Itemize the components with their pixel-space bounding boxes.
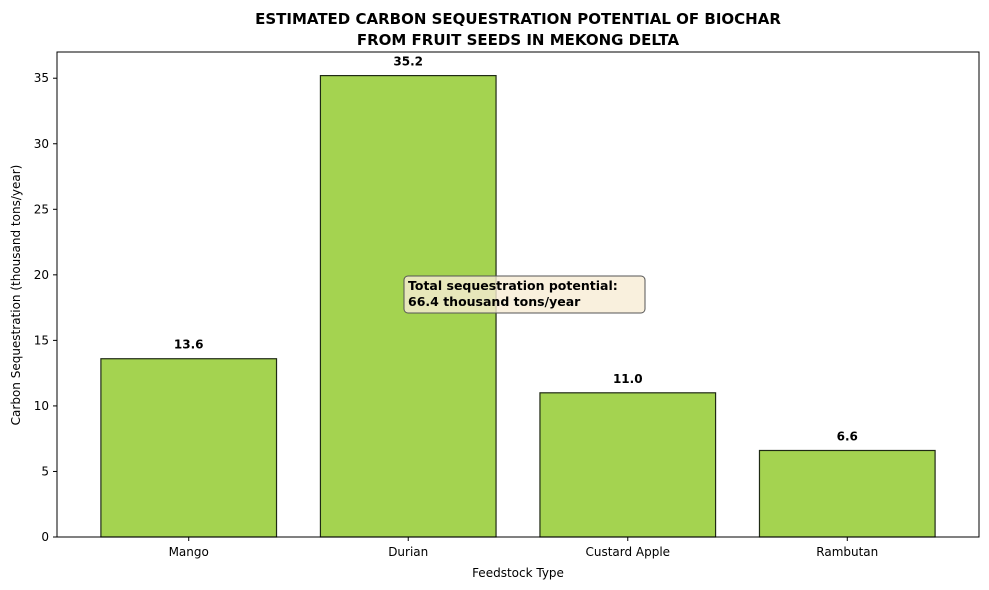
y-tick-label: 0 [41,530,49,544]
bar-value-label: 11.0 [613,372,643,386]
bar-custard-apple [539,392,717,538]
x-tick-label: Durian [388,545,428,559]
y-tick-label: 10 [34,399,49,413]
x-axis-label: Feedstock Type [472,566,564,580]
bar-value-label: 6.6 [837,429,858,443]
y-axis-label: Carbon Sequestration (thousand tons/year… [9,165,23,426]
annotation-line-2: 66.4 thousand tons/year [408,294,581,309]
bar-value-label: 35.2 [393,55,423,69]
y-tick-label: 20 [34,268,49,282]
y-tick-label: 5 [41,464,49,478]
chart-title-line-2: FROM FRUIT SEEDS IN MEKONG DELTA [357,31,680,49]
x-tick-label: Rambutan [816,545,878,559]
x-tick-label: Custard Apple [585,545,670,559]
y-axis-ticks: 0 5 10 15 20 25 30 35 [34,71,57,544]
bar-value-label: 13.6 [174,338,204,352]
annotation-line-1: Total sequestration potential: [408,278,618,293]
total-annotation: Total sequestration potential: 66.4 thou… [403,275,646,314]
bar-rambutan [758,449,936,538]
bar-mango [100,358,278,538]
y-tick-label: 30 [34,137,49,151]
plot-frame [56,51,980,538]
x-tick-label: Mango [169,545,209,559]
y-tick-label: 25 [34,202,49,216]
annotation-box [403,275,646,314]
y-tick-label: 15 [34,333,49,347]
chart-title-line-1: ESTIMATED CARBON SEQUESTRATION POTENTIAL… [255,10,781,28]
x-axis-ticks: Mango Durian Custard Apple Rambutan [169,537,878,559]
y-tick-label: 35 [34,71,49,85]
